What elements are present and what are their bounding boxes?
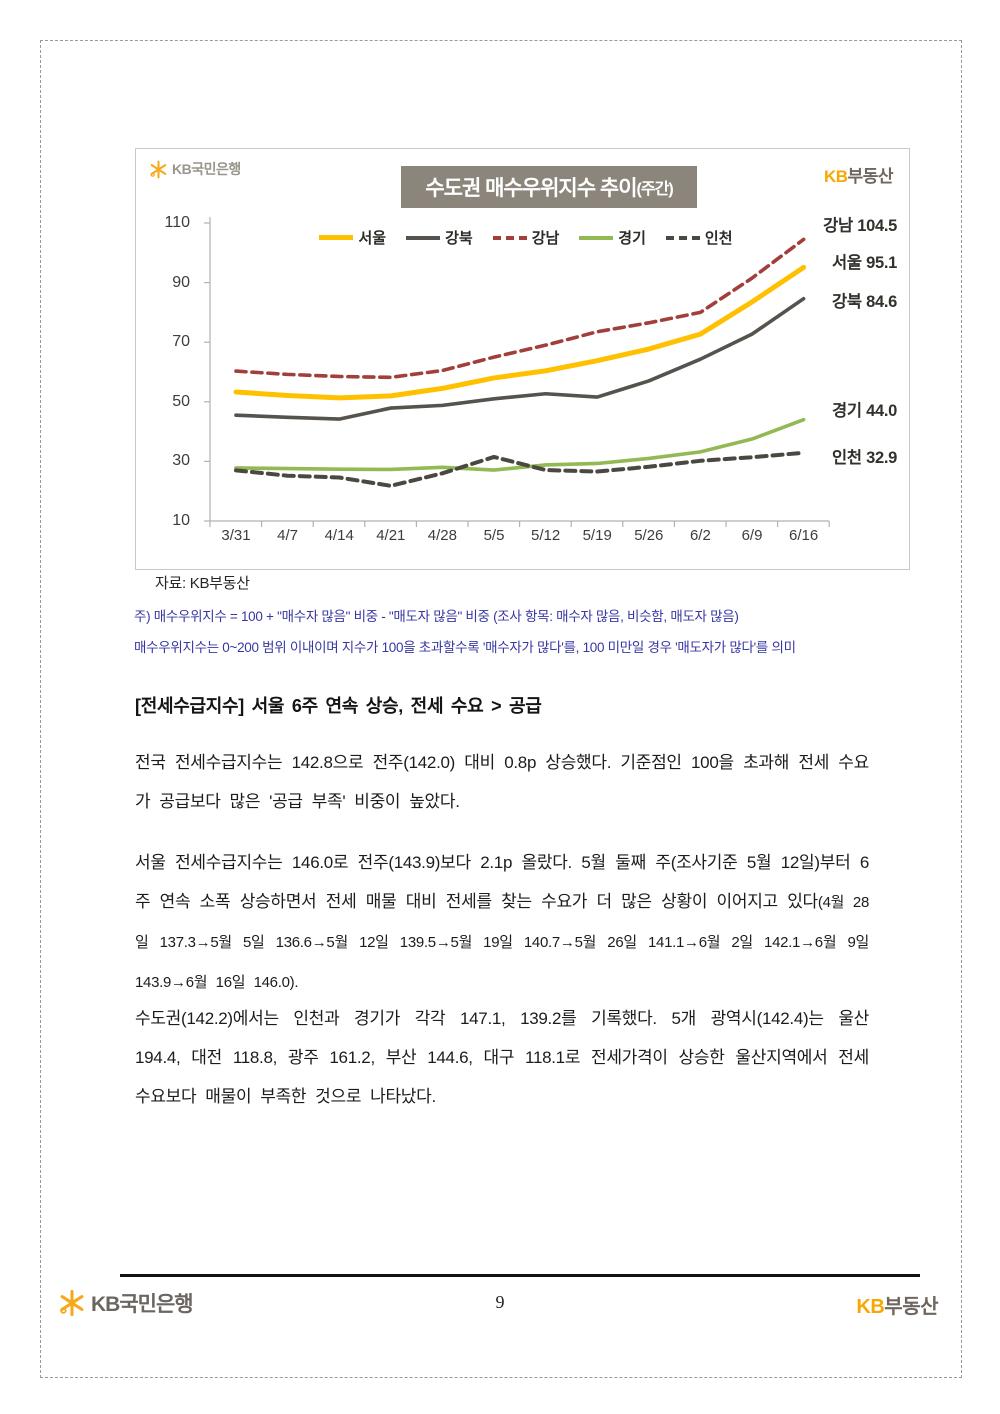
chart-title: 수도권 매수우위지수 추이 (주간) [401,166,697,208]
legend-label: 강남 [531,230,560,247]
chart-source: 자료: KB부동산 [155,575,250,592]
legend-item-강남: 강남 [492,227,560,248]
x-tick-label: 6/16 [788,527,819,544]
footer-kb-realestate-logo: KB부동산 [856,1290,938,1319]
x-tick-label: 6/2 [689,527,711,544]
legend-line-swatch [579,235,614,240]
y-tick-label: 50 [172,392,190,410]
series-end-label-인천: 인천 32.9 [832,448,897,467]
x-tick-label: 5/12 [530,527,561,544]
paragraph-metro-index: 수도권(142.2)에서는 인천과 경기가 각각 147.1, 139.2를 기… [135,1009,869,1106]
x-axis-labels: 3/31 4/7 4/14 4/21 4/28 5/5 5/12 5/19 5/26 6/2 6/9… [196,527,856,547]
legend-line-swatch [406,235,441,240]
chart-title-main: 수도권 매수우위지수 추이 [425,177,637,200]
footer-kb-realestate-kb: KB [856,1296,885,1318]
y-tick-label: 90 [172,273,190,291]
x-tick-label: 6/9 [741,527,763,544]
legend-item-강북: 강북 [406,227,473,248]
y-tick-label: 10 [172,512,190,529]
legend-item-경기: 경기 [579,227,646,248]
chart-note-2: 매수우위지수는 0~200 범위 이내이며 지수가 100을 초과할수록 '매수… [134,640,796,655]
footer-divider [120,1274,920,1277]
series-end-label-강북: 강북 84.6 [832,292,897,311]
series-line-강남 [234,237,806,380]
x-tick-label: 4/21 [376,527,406,544]
x-tick-label: 4/7 [277,527,299,544]
legend-item-인천: 인천 [665,227,733,248]
series-end-label-경기: 경기 44.0 [832,401,897,420]
chart-note-1: 주) 매수우위지수 = 100 + "매수자 많음" 비중 - "매도자 많음"… [134,609,739,624]
legend-line-swatch [492,235,527,240]
kb-realestate-logo: KB부동산 [824,162,893,187]
legend-label: 서울 [358,230,387,247]
paragraph-seoul-detail: (4월 28일 137.3→5월 5일 136.6→5월 12일 139.5→5… [135,894,869,991]
x-tick-label: 5/5 [483,527,505,544]
chart-title-suffix: (주간) [636,181,674,198]
paragraph-seoul-main: 서울 전세수급지수는 146.0로 전주(143.9)보다 2.1p 올랐다. … [135,853,869,911]
kb-star-icon [149,160,168,179]
legend-line-swatch [665,235,700,240]
x-tick-label: 4/14 [324,527,354,544]
chart-legend: 서울 강북 강남 경기 인천 [196,227,856,248]
paragraph-national-index: 전국 전세수급지수는 142.8으로 전주(142.0) 대비 0.8p 상승했… [135,753,869,811]
kb-bank-logo: KB국민은행 [149,159,241,179]
paragraph-seoul-index: 서울 전세수급지수는 146.0로 전주(143.9)보다 2.1p 올랐다. … [135,843,869,1002]
x-tick-label: 3/31 [221,527,251,544]
series-line-서울 [233,264,807,401]
page-border [40,40,962,1378]
series-line-경기 [234,417,806,472]
legend-label: 인천 [704,230,733,247]
series-line-강북 [234,296,806,421]
legend-line-swatch [319,235,354,240]
footer-kb-bank-logo-text: KB국민은행 [91,1293,194,1316]
kb-realestate-logo-rest: 부동산 [847,167,894,186]
y-axis-labels: 110 90 70 50 30 10 [144,209,190,549]
legend-label: 경기 [618,230,646,247]
kb-realestate-logo-kb: KB [824,167,848,186]
series-end-label-서울: 서울 95.1 [832,254,897,273]
footer-kb-bank-logo: KB국민은행 [58,1288,194,1318]
section-headline: [전세수급지수] 서울 6주 연속 상승, 전세 수요 > 공급 [135,696,542,716]
x-tick-label: 5/19 [582,527,612,544]
line-chart-plot [204,217,830,527]
series-end-label-강남: 강남 104.5 [823,217,897,236]
kb-bank-logo-text: KB국민은행 [172,161,241,177]
x-tick-label: 4/28 [427,527,457,544]
page-number: 9 [495,1292,505,1312]
series-line-인천 [234,450,806,488]
y-tick-label: 70 [172,333,190,351]
kb-star-icon [58,1289,86,1317]
footer-kb-realestate-rest: 부동산 [884,1296,938,1318]
x-tick-label: 5/26 [634,527,664,544]
chart-card: KB국민은행 KB부동산 수도권 매수우위지수 추이 (주간) 서울 강북 강남 경기 인… [135,148,910,570]
legend-item-서울: 서울 [319,227,386,248]
legend-label: 강북 [445,230,473,247]
y-tick-label: 110 [164,214,190,231]
y-tick-label: 30 [172,452,190,470]
